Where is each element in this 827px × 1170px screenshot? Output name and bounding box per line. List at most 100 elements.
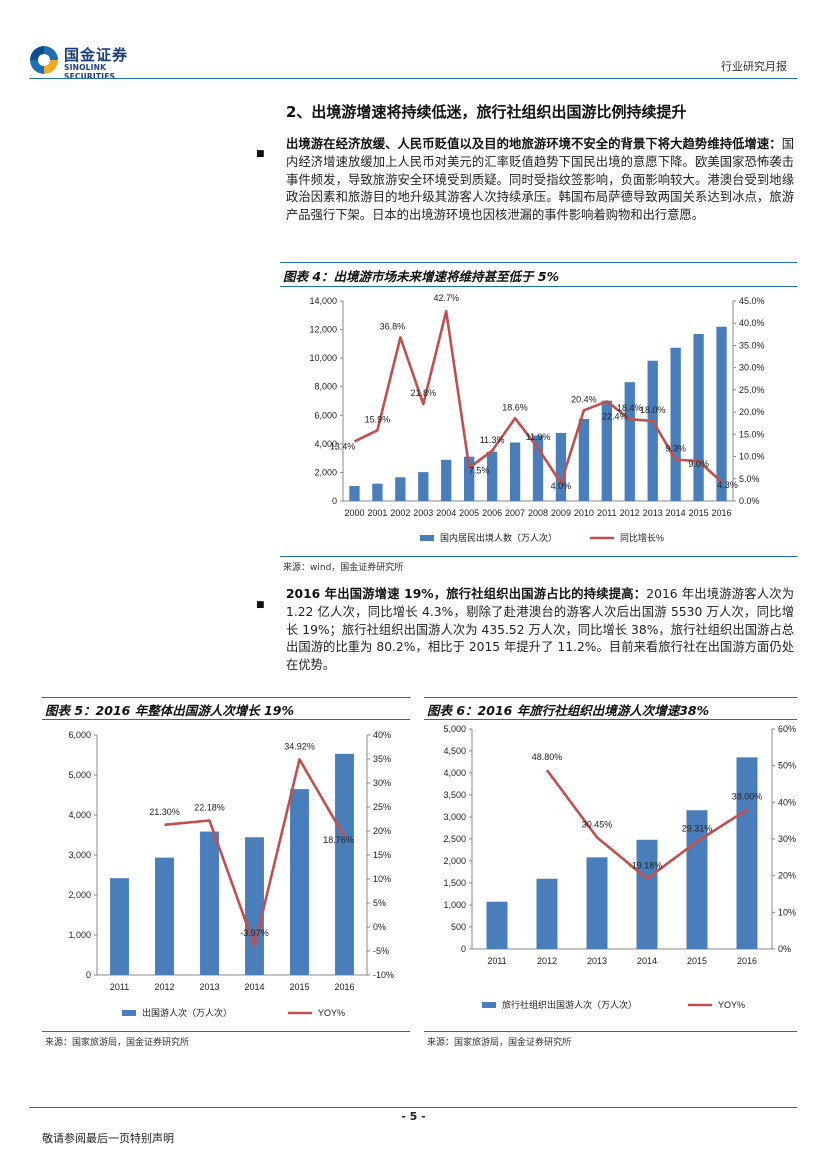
legend-line-label: YOY% [318, 1008, 345, 1018]
logo-text-en: SINOLINK SECURITIES [64, 63, 116, 81]
figure-title-rule [42, 719, 410, 720]
x-axis-label: 2016 [334, 982, 354, 992]
right-axis-tick-label: 60% [778, 724, 796, 734]
left-axis-tick-label: 6,000 [314, 410, 337, 420]
x-axis-label: 2005 [459, 508, 479, 518]
paragraph-body: 国内经济增速放缓加上人民币对美元的汇率贬值趋势下国民出境的意愿下降。欧美国家恐怖… [286, 137, 794, 223]
right-axis-tick-label: 45.0% [739, 296, 765, 306]
bullet-square-icon: ■ [256, 149, 265, 159]
data-label: 4.3% [717, 480, 738, 490]
right-axis-tick-label: 50% [778, 761, 796, 771]
right-axis-tick-label: 10% [778, 907, 796, 917]
x-axis-label: 2009 [551, 508, 571, 518]
right-axis-tick-label: 5% [373, 898, 386, 908]
left-axis-tick-label: 4,500 [443, 746, 466, 756]
x-axis-label: 2012 [537, 956, 557, 966]
left-axis-tick-label: 0 [86, 970, 91, 980]
data-label: -3.97% [240, 928, 269, 938]
bar-2011 [601, 400, 612, 501]
x-axis-label: 2011 [110, 982, 129, 992]
left-axis-tick-label: 12,000 [309, 325, 337, 335]
bar-2006 [486, 451, 498, 501]
legend-bar-label: 旅行社组织出国游人次（万人次） [502, 999, 637, 1010]
bar-2001 [372, 483, 383, 501]
bar-2015 [693, 334, 704, 501]
bar-2016 [716, 326, 727, 501]
bar-2016 [736, 757, 758, 949]
legend-line-label: YOY% [718, 1000, 745, 1010]
yoy-line [545, 769, 748, 880]
x-axis-label: 2002 [390, 508, 410, 518]
x-axis-label: 2013 [587, 956, 607, 966]
x-axis-label: 2015 [289, 982, 309, 992]
right-axis-tick-label: -10% [373, 970, 394, 980]
bar-2015 [290, 789, 309, 975]
left-axis-tick-label: 3,000 [68, 850, 91, 860]
left-axis-tick-label: 1,000 [68, 930, 91, 940]
right-axis-tick-label: 35.0% [739, 340, 765, 350]
bar-2014 [636, 839, 658, 949]
x-axis-label: 2012 [620, 508, 640, 518]
data-label: 11.9% [526, 432, 551, 442]
paragraph-lead: 2016 年出国游增速 19%，旅行社组织出国游占比的持续提高： [286, 587, 647, 601]
bar-2003 [418, 472, 429, 501]
bar-2013 [586, 857, 608, 949]
figure-bottom-rule [280, 556, 797, 557]
right-axis-tick-label: 15% [373, 850, 391, 860]
left-axis-tick-label: 8,000 [314, 382, 337, 392]
data-label: 34.92% [284, 741, 315, 751]
left-axis-tick-label: 0 [461, 944, 466, 954]
bar-2014 [670, 347, 681, 501]
bar-2012 [155, 857, 174, 975]
data-label: 15.9% [365, 414, 391, 424]
bar-2012 [536, 878, 558, 949]
bar-2016 [335, 753, 354, 975]
data-label: 42.7% [433, 293, 459, 303]
company-logo: 国金证券 SINOLINK SECURITIES [30, 44, 160, 81]
right-axis-tick-label: 0% [373, 922, 386, 932]
figure-title-rule [424, 719, 797, 720]
legend-bar-swatch [122, 1010, 136, 1016]
right-axis-tick-label: 30.0% [739, 363, 765, 373]
x-axis-label: 2012 [154, 982, 174, 992]
right-axis-tick-label: 25% [373, 802, 391, 812]
outbound-travel-chart: 0 2,000 4,000 6,000 8,000 10,000 12,000 14,000 0… [309, 293, 765, 543]
x-axis-label: 2003 [413, 508, 433, 518]
legend-line-label: 同比增长% [620, 532, 664, 543]
disclaimer: 敬请参阅最后一页特别声明 [42, 1132, 174, 1145]
x-axis-label: 2016 [712, 508, 732, 518]
x-axis-label: 2001 [367, 508, 387, 518]
bar-2009 [555, 432, 567, 501]
data-label: 21.30% [149, 807, 180, 817]
data-label: 13.4% [330, 441, 356, 451]
legend-bar-label: 出国游人次（万人次） [142, 1007, 232, 1018]
x-axis-label: 2006 [482, 508, 502, 518]
right-axis-tick-label: 40% [778, 797, 796, 807]
right-axis-tick-label: 35% [373, 754, 391, 764]
right-axis-tick-label: -5% [373, 946, 389, 956]
data-label: 19.18% [632, 861, 663, 871]
data-label: 36.8% [380, 321, 406, 331]
data-label: 18.76% [323, 835, 354, 845]
legend-bar-swatch [420, 535, 434, 541]
bullet-square-icon: ■ [256, 600, 265, 610]
left-axis-tick-label: 14,000 [309, 296, 337, 306]
data-label: 9.3% [665, 444, 686, 454]
left-axis-tick-label: 3,500 [443, 790, 466, 800]
x-axis-label: 2008 [528, 508, 548, 518]
right-axis-tick-label: 20.0% [739, 407, 765, 417]
bar-2013 [647, 360, 658, 501]
right-axis-tick-label: 40% [373, 730, 391, 740]
bar-2014 [245, 837, 264, 975]
data-label: 38.00% [732, 792, 763, 802]
data-label: 22.4% [602, 411, 628, 421]
left-axis-tick-label: 6,000 [68, 730, 91, 740]
paragraph-outbound: 出境游在经济放缓、人民币贬值以及目的地旅游环境不安全的背景下将大趋势维持低增速：… [286, 136, 794, 225]
left-axis-tick-label: 4,000 [443, 768, 466, 778]
agency-tourists-chart: 0 500 1,000 1,500 2,000 2,500 3,000 3,500 4,000 4… [443, 724, 796, 1010]
x-axis-label: 2011 [597, 508, 616, 518]
figure-source: 来源：国家旅游局，国金证券研究所 [427, 1038, 572, 1048]
data-label: 18.0% [640, 405, 666, 415]
left-axis-tick-label: 0 [332, 496, 337, 506]
x-axis-label: 2010 [574, 508, 594, 518]
